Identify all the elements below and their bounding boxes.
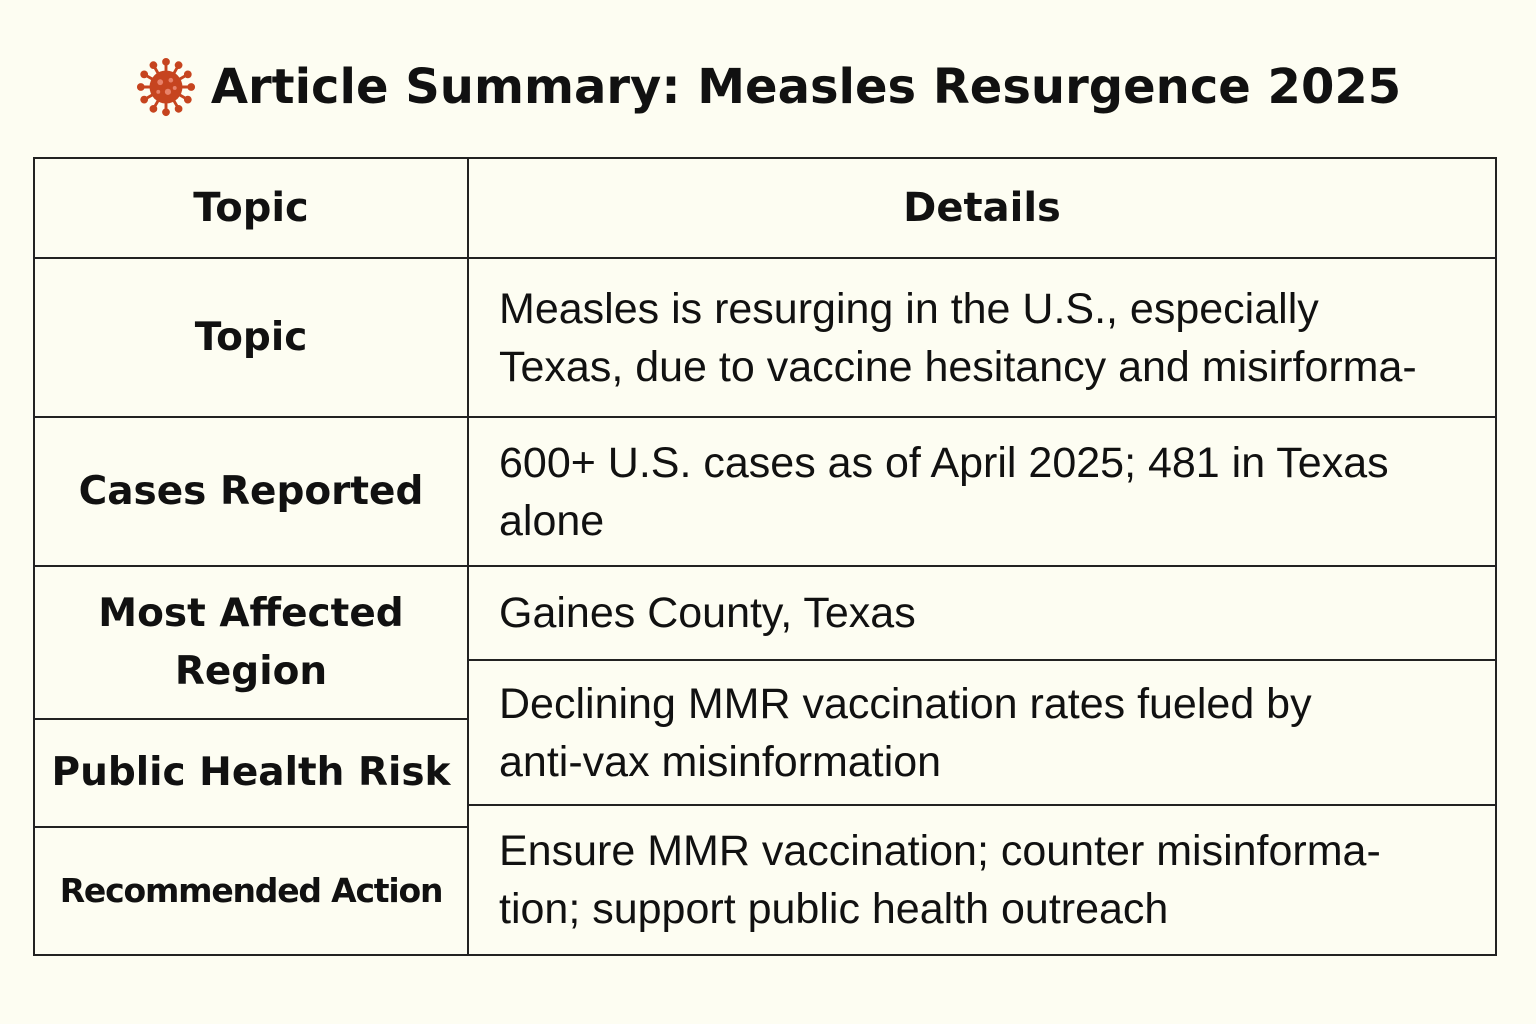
row-details: 600+ U.S. cases as of April 2025; 481 in… xyxy=(499,438,1389,545)
row-details: Ensure MMR vaccination; counter misinfor… xyxy=(499,827,1381,933)
row-label-cases-reported: Cases Reported xyxy=(35,418,467,565)
row-label: Public Health Risk xyxy=(51,750,451,795)
row-label: Topic xyxy=(194,314,308,360)
row-details-recommended-action: Ensure MMR vaccination; counter misinfor… xyxy=(469,806,1495,954)
row-divider xyxy=(468,804,1497,806)
row-details: Gaines County, Texas xyxy=(499,589,916,637)
row-label-topic: Topic xyxy=(35,259,467,416)
row-details-public-health-risk: Declining MMR vaccination rates fueled b… xyxy=(469,661,1495,804)
row-details: Measles is resurging in the U.S., especi… xyxy=(499,284,1417,391)
row-divider xyxy=(468,659,1497,661)
row-label-most-affected-region: Most Affected Region xyxy=(35,567,467,718)
row-divider xyxy=(33,718,468,720)
row-divider xyxy=(33,565,1497,567)
page-title: Article Summary: Measles Resurgence 2025 xyxy=(210,59,1402,115)
row-label: Cases Reported xyxy=(78,468,424,514)
title-row: Article Summary: Measles Resurgence 2025 xyxy=(0,52,1536,122)
row-divider xyxy=(33,826,468,828)
summary-table xyxy=(33,157,1497,956)
column-divider xyxy=(467,157,469,956)
row-divider xyxy=(33,416,1497,418)
row-label-public-health-risk: Public Health Risk xyxy=(35,720,467,826)
header-details-label: Details xyxy=(903,185,1061,231)
row-divider xyxy=(33,257,1497,259)
row-details-topic: Measles is resurging in the U.S., especi… xyxy=(469,259,1495,416)
row-details-cases-reported: 600+ U.S. cases as of April 2025; 481 in… xyxy=(469,418,1495,565)
row-label: Most Affected Region xyxy=(98,590,404,694)
row-label: Recommended Action xyxy=(59,871,444,910)
header-topic-label: Topic xyxy=(193,185,309,231)
row-details-most-affected-region: Gaines County, Texas xyxy=(469,567,1495,659)
row-details: Declining MMR vaccination rates fueled b… xyxy=(499,679,1312,786)
row-label-recommended-action: Recommended Action xyxy=(35,828,467,954)
virus-icon xyxy=(136,57,195,117)
header-details: Details xyxy=(469,159,1495,257)
header-topic: Topic xyxy=(35,159,467,257)
